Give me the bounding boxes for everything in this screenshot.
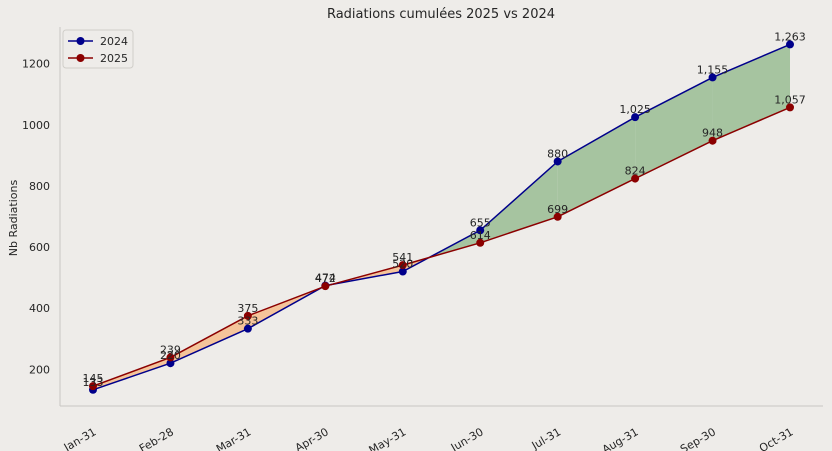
data-label-2024: 1,263 <box>774 30 806 43</box>
y-tick-label: 1200 <box>22 58 50 71</box>
data-label-2024: 133 <box>83 376 104 389</box>
data-label-2024: 333 <box>237 315 258 328</box>
fill-area <box>93 357 171 390</box>
data-label-2024: 1,155 <box>697 63 729 76</box>
data-point-2025 <box>708 136 717 145</box>
data-point-2025 <box>243 311 252 320</box>
data-label-2024: 220 <box>160 349 181 362</box>
data-label-2025: 375 <box>237 302 258 315</box>
data-label-2025: 614 <box>470 229 491 242</box>
data-label-2025: 472 <box>315 272 336 285</box>
y-tick-label: 200 <box>29 363 50 376</box>
data-point-2025 <box>398 261 407 270</box>
fill-area <box>170 315 248 364</box>
fill-area <box>557 117 636 217</box>
data-label-2025: 239 <box>160 343 181 356</box>
data-point-2025 <box>786 103 794 112</box>
data-label-2024: 655 <box>470 216 491 229</box>
data-label-2024: 880 <box>547 147 568 160</box>
legend-label-2024: 2024 <box>100 35 128 48</box>
series-line-2025 <box>92 106 791 387</box>
y-tick-label: 600 <box>29 241 50 254</box>
data-point-2024 <box>553 157 562 166</box>
data-point-2025 <box>89 382 97 391</box>
legend-marker-2025 <box>76 54 85 62</box>
legend-label-2025: 2025 <box>100 52 128 65</box>
y-axis-label: Nb Radiations <box>7 180 20 257</box>
y-tick-label: 400 <box>29 302 50 315</box>
data-label-2024: 1,025 <box>619 103 651 116</box>
series-line-2024 <box>92 43 791 391</box>
data-point-2025 <box>321 282 330 291</box>
data-label-2024: 474 <box>315 272 336 285</box>
data-point-2024 <box>708 73 717 82</box>
y-tick-label: 800 <box>29 180 50 193</box>
data-point-2024 <box>398 267 407 276</box>
legend-marker-2024 <box>76 37 85 45</box>
data-point-2025 <box>631 174 640 183</box>
data-point-2025 <box>476 238 485 247</box>
legend: 2024 2025 <box>62 29 134 69</box>
data-point-2024 <box>631 113 640 122</box>
data-label-2025: 1,057 <box>774 93 806 106</box>
data-label-2025: 948 <box>702 127 723 140</box>
data-label-2025: 145 <box>83 372 104 385</box>
data-point-2024 <box>166 359 175 368</box>
data-point-2024 <box>786 40 794 49</box>
y-tick-label: 1000 <box>22 119 50 132</box>
data-label-2025: 541 <box>392 251 413 264</box>
data-point-2024 <box>476 226 485 235</box>
data-point-2025 <box>166 353 175 362</box>
fill-area <box>480 161 558 243</box>
data-label-2024: 520 <box>392 258 413 271</box>
data-label-2025: 824 <box>625 165 646 178</box>
fill-area <box>635 77 713 179</box>
fill-area <box>712 44 790 141</box>
data-point-2025 <box>553 212 562 221</box>
data-label-2025: 699 <box>547 203 568 216</box>
chart-title: Radiations cumulées 2025 vs 2024 <box>327 7 555 22</box>
data-point-2024 <box>243 324 252 333</box>
